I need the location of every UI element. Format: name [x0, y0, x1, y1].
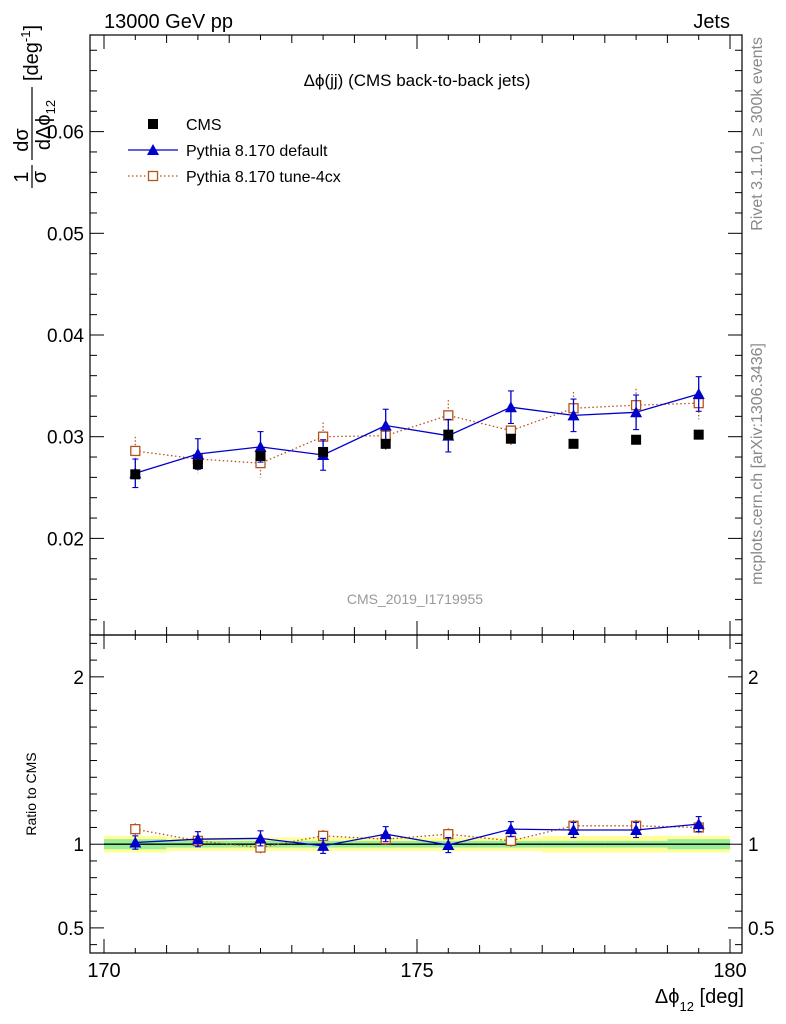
series-pythia-tune	[130, 386, 704, 478]
point-pythia-default	[191, 447, 204, 459]
point-pythia-tune	[443, 410, 454, 421]
ratio-series-pythia-default	[129, 816, 705, 854]
ratio-line-pythia-tune	[135, 825, 699, 849]
ratio-point-pythia-default	[630, 823, 643, 835]
point-cms	[255, 451, 266, 462]
main-ytick-label: 0.05	[47, 224, 84, 245]
legend-marker-pythia-default	[147, 144, 159, 155]
point-pythia-default	[254, 440, 267, 452]
point-cms	[693, 429, 704, 440]
point-cms	[443, 429, 454, 440]
ratio-point-pythia-tune	[505, 835, 517, 847]
ratio-xlabel: Δϕ12 [deg]	[655, 986, 744, 1014]
point-cms	[130, 469, 141, 480]
legend-marker-pythia-tune	[147, 170, 159, 182]
point-pythia-default	[692, 387, 705, 399]
header-left-text: 13000 GeV pp	[104, 11, 233, 33]
point-cms	[568, 438, 579, 449]
mcplots-reference-text: mcplots.cern.ch [arXiv:1306.3436]	[749, 343, 766, 585]
ratio-point-pythia-default	[254, 832, 267, 844]
ratio-ylabel: Ratio to CMS	[23, 752, 39, 835]
ratio-point-pythia-default	[442, 839, 455, 851]
legend: CMS Pythia 8.170 default Pythia 8.170 tu…	[128, 117, 341, 186]
header-right-text: Jets	[693, 11, 730, 33]
svg-text:σ: σ	[29, 170, 51, 183]
watermark-analysis-id: CMS_2019_I1719955	[347, 591, 483, 607]
point-pythia-default	[567, 409, 580, 421]
ratio-ytick-label: 1	[73, 835, 84, 856]
ratio-ytick-label-right: 0.5	[748, 919, 774, 940]
main-ytick-label: 0.04	[47, 326, 84, 347]
svg-text:Δϕ12 [deg]: Δϕ12 [deg]	[655, 986, 744, 1014]
ratio-axis-ticks: 0.5 0.5 1 1 2 2 170 175 180	[58, 635, 774, 982]
ratio-point-pythia-default	[129, 836, 142, 848]
rivet-version-text: Rivet 3.1.10, ≥ 300k events	[749, 37, 766, 231]
legend-label-pythia-tune: Pythia 8.170 tune-4cx	[186, 169, 341, 186]
legend-label-pythia-default: Pythia 8.170 default	[186, 143, 328, 160]
svg-text:[deg-1]: [deg-1]	[18, 25, 43, 81]
main-ytick-label: 0.02	[47, 529, 84, 550]
point-cms	[380, 438, 391, 449]
ratio-ytick-label-right: 2	[748, 668, 759, 689]
svg-text:dσ: dσ	[11, 128, 33, 152]
legend-marker-cms	[148, 119, 158, 129]
ratio-ytick-label: 2	[73, 668, 84, 689]
ratio-point-pythia-default	[191, 833, 204, 845]
main-plot-title: Δϕ(jj) (CMS back-to-back jets)	[304, 71, 531, 90]
series-cms	[130, 429, 704, 480]
ratio-plot-frame	[89, 634, 743, 954]
point-pythia-default	[630, 406, 643, 418]
main-plot-panel: 0.02 0.03 0.04 0.05 0.06 Δϕ(jj) (CMS back-to…	[11, 25, 743, 636]
main-ytick-label: 0.06	[47, 123, 84, 144]
svg-text:dΔϕ12: dΔϕ12	[33, 100, 58, 150]
svg-text:1: 1	[11, 171, 33, 182]
main-ylabel: 1 σ dσ dΔϕ12 [deg-1]	[11, 25, 58, 188]
point-cms	[505, 433, 516, 444]
main-ytick-label: 0.03	[47, 428, 84, 449]
ratio-point-pythia-default	[567, 823, 580, 835]
ratio-xtick-label: 170	[87, 960, 120, 982]
ratio-point-pythia-tune	[130, 823, 141, 835]
point-cms	[192, 459, 203, 470]
point-pythia-default	[379, 419, 392, 431]
ratio-line-pythia-default	[135, 823, 699, 847]
ratio-point-pythia-default	[692, 818, 705, 830]
ratio-plot-panel: 0.5 0.5 1 1 2 2 170 175 180 Ratio to CMS Δϕ12 [d…	[23, 634, 774, 1014]
ratio-point-pythia-default	[317, 839, 330, 851]
point-pythia-tune	[130, 445, 141, 457]
legend-label-cms: CMS	[186, 117, 222, 134]
ratio-point-pythia-default	[379, 828, 392, 840]
ratio-ytick-label: 0.5	[58, 919, 84, 940]
ratio-ytick-label-right: 1	[748, 835, 759, 856]
main-axis-ticks: 0.02 0.03 0.04 0.05 0.06	[47, 35, 742, 635]
ratio-xtick-label: 180	[713, 960, 746, 982]
ratio-xtick-label: 175	[400, 960, 433, 982]
line-pythia-tune	[135, 402, 699, 464]
point-cms	[318, 446, 329, 457]
ratio-point-pythia-default	[504, 823, 517, 835]
point-pythia-default	[504, 401, 517, 413]
point-cms	[631, 434, 642, 445]
line-pythia-default	[135, 393, 699, 474]
series-pythia-default	[129, 376, 705, 489]
